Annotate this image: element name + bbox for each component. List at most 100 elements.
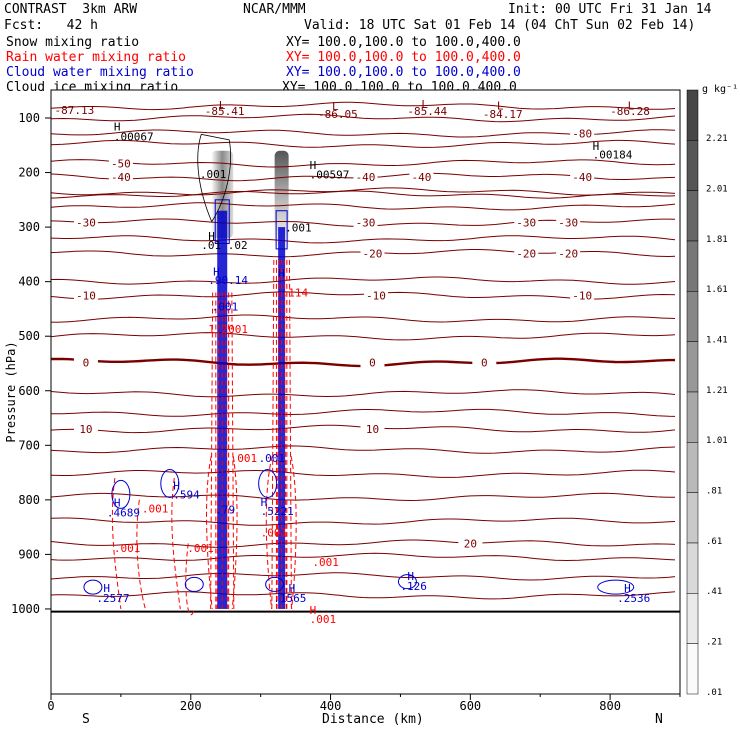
contour-label-bg: [360, 356, 385, 369]
temperature-contour-label: 10: [79, 423, 92, 436]
maximum-label: .2536: [617, 592, 650, 605]
rain-contour-outer: [206, 456, 213, 610]
rain-contour: [210, 292, 214, 609]
temperature-contour-label: -30: [356, 217, 376, 230]
maximum-label: .114: [282, 287, 309, 300]
colorbar-label: 1.41: [706, 336, 728, 346]
temperature-contour: [51, 314, 676, 323]
chart-title: CONTRAST 3km ARW: [4, 2, 138, 17]
contour-label-bg: [570, 127, 595, 140]
temperature-contour: [51, 539, 676, 548]
temperature-contour-label: -80: [572, 127, 592, 140]
y-tick-label: 400: [18, 275, 40, 289]
maximum-label: .001: [261, 527, 288, 540]
maximum-label: .001: [285, 222, 312, 235]
rain-contour: [231, 292, 235, 609]
rain-contour: [283, 259, 287, 609]
contour-label-bg: [360, 422, 385, 435]
maximum-label: .01 .02: [201, 239, 247, 252]
contour-label-bg: [409, 170, 434, 183]
temperature-contour-label: 0: [369, 356, 376, 369]
cloud-water-column-1: [217, 210, 228, 609]
temperature-contour-label: -20: [558, 247, 578, 260]
forecast-hour: Fcst: 42 h: [4, 18, 98, 33]
maximum-label: .001: [259, 452, 286, 465]
temperature-contour-label: -30: [76, 217, 96, 230]
cloud-water-cell: [160, 468, 180, 498]
colorbar-segment: [686, 442, 699, 493]
minimum-label: L: [332, 100, 339, 113]
maximum-label: .79: [215, 504, 235, 517]
colorbar-segment: [686, 240, 699, 292]
colorbar-label: .01: [706, 688, 722, 698]
minimum-label: -86.05: [318, 108, 358, 121]
maximum-label: H: [103, 582, 110, 595]
maximum-label: H: [114, 121, 121, 134]
colorbar-label: 2.21: [706, 134, 728, 144]
contour-label-bg: [472, 356, 497, 369]
y-tick-label: 900: [18, 547, 40, 561]
temperature-contour-label: 20: [464, 537, 477, 550]
temperature-contour-label: -40: [411, 171, 431, 184]
colorbar-label: .81: [706, 487, 722, 497]
maximum-label: .00184: [593, 149, 633, 162]
y-tick-label: 300: [18, 220, 40, 234]
colorbar-segment: [686, 89, 699, 141]
maximum-label: .001: [187, 542, 214, 555]
colorbar-label: .41: [706, 587, 722, 597]
minimum-label: -85.44: [407, 105, 447, 118]
maximum-label: H: [624, 582, 631, 595]
maximum-label: .4689: [107, 506, 140, 519]
maximum-label: H: [407, 570, 414, 583]
y-tick-label: 800: [18, 493, 40, 507]
minimum-label: L: [497, 99, 504, 112]
temperature-contour-label: 0: [83, 356, 90, 369]
temperature-contour: [51, 190, 676, 199]
field-snow-xy: XY= 100.0,100.0 to 100.0,400.0: [286, 35, 521, 50]
field-cloud-water-name: Cloud water mixing ratio: [6, 65, 194, 80]
temperature-contour-label: -10: [76, 289, 96, 302]
maximum-label: H: [310, 159, 317, 172]
maximum-label: .001: [312, 556, 339, 569]
colorbar-segment: [686, 190, 699, 242]
maximum-label: H: [289, 582, 296, 595]
temperature-contour: [51, 276, 676, 285]
contour-label-bg: [458, 537, 483, 550]
temperature-contour-label: -40: [111, 171, 131, 184]
maximum-label: H: [208, 230, 215, 243]
colorbar-segment: [686, 291, 699, 342]
maximum-label: .00597: [310, 169, 350, 182]
maximum-label: .001: [212, 301, 239, 314]
temperature-contour: [51, 469, 676, 478]
minimum-label: -86.28: [610, 105, 650, 118]
maximum-label: .001: [310, 613, 337, 626]
rain-cell: [111, 477, 122, 610]
contour-label-bg: [360, 247, 385, 260]
maximum-label: .594: [173, 488, 200, 501]
temperature-contour: [51, 101, 676, 111]
maximum-label: H: [261, 496, 268, 509]
x-tick-label: 200: [180, 699, 202, 713]
colorbar-segment: [686, 391, 699, 443]
minimum-label: L: [219, 99, 226, 112]
temperature-contour-label: -40: [572, 171, 592, 184]
rain-contour: [288, 259, 292, 609]
temperature-contour: [51, 187, 676, 196]
temperature-contour-label: -30: [558, 217, 578, 230]
maximum-label: H: [278, 267, 285, 280]
cloud-water-cell: [397, 574, 417, 590]
temperature-contour-label: -30: [516, 217, 536, 230]
temperature-contour-label: -40: [356, 171, 376, 184]
snow-outline-contour: [197, 133, 232, 223]
contour-label-bg: [73, 216, 98, 229]
contour-label-bg: [556, 216, 581, 229]
temperature-contour: [51, 445, 676, 454]
y-tick-label: 1000: [11, 602, 40, 616]
maximum-label: .5221: [261, 505, 294, 518]
plot-frame: [50, 89, 681, 695]
temperature-contour: [51, 591, 676, 600]
temperature-contour-label: -20: [516, 247, 536, 260]
temperature-contour: [51, 517, 676, 526]
temperature-contour: [51, 139, 676, 148]
